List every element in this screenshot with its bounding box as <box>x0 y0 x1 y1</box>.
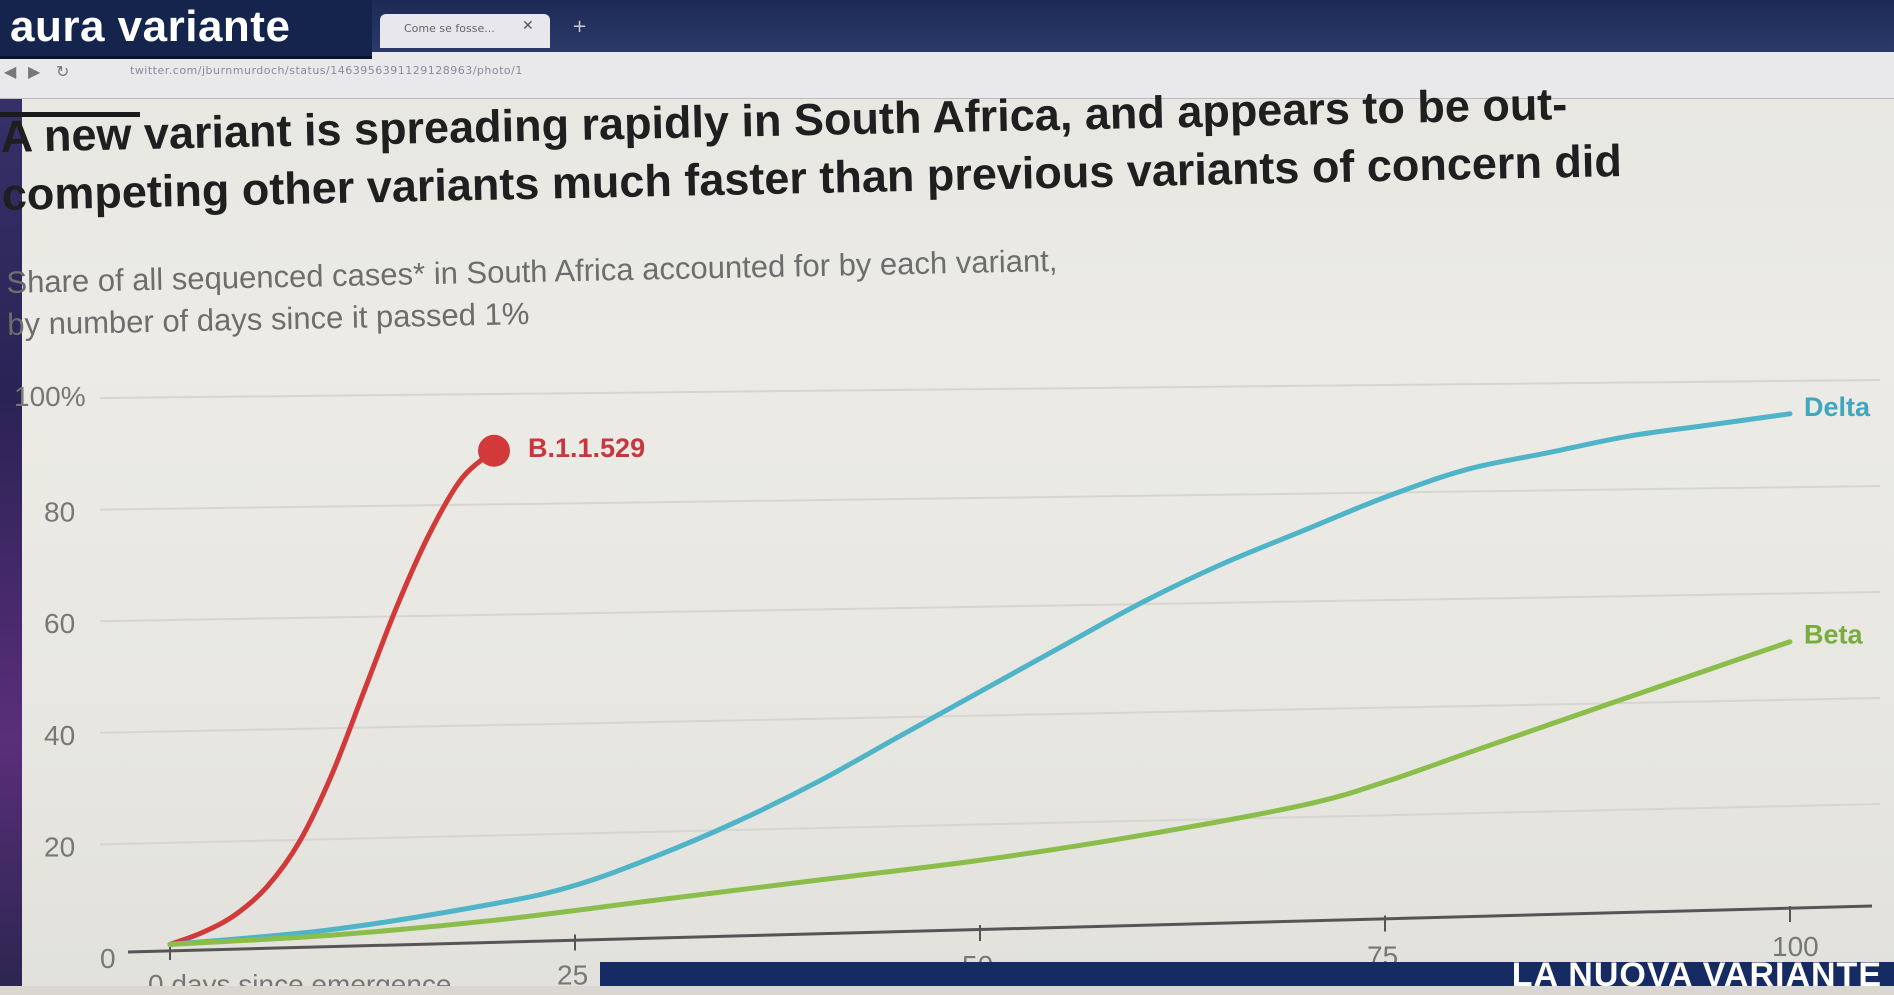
y-tick-label-0: 0 <box>100 943 116 974</box>
gridline-y-60 <box>99 591 1881 623</box>
gridline-y-80 <box>99 485 1881 511</box>
series-label-b-1-1-529: B.1.1.529 <box>528 433 645 463</box>
x-tick-label-25: 25 <box>557 960 588 987</box>
new-tab-icon[interactable]: + <box>572 16 588 37</box>
broadcast-banner: aura variante <box>0 0 372 59</box>
browser-tab-label: Come se fosse... <box>404 22 495 35</box>
back-icon[interactable]: ◀ <box>4 62 17 81</box>
x-tick-label-100: 100 <box>1772 931 1819 962</box>
y-tick-label-100: 100% <box>14 381 86 412</box>
y-tick-label-80: 80 <box>44 497 75 528</box>
banner-text: aura variante <box>10 2 291 51</box>
banner-underline <box>0 112 140 117</box>
series-line-delta <box>167 411 1793 947</box>
x-tick-label-0: 0 days since emergence <box>148 969 452 986</box>
series-end-marker-b-1-1-529 <box>478 434 510 467</box>
browser-tab-bar <box>360 0 1894 52</box>
gridline-y-20 <box>99 803 1881 846</box>
y-tick-label-20: 20 <box>44 831 75 862</box>
reload-icon[interactable]: ↻ <box>56 62 70 81</box>
tab-close-icon[interactable]: ✕ <box>522 18 534 34</box>
y-tick-label-60: 60 <box>44 608 75 639</box>
series-label-beta: Beta <box>1804 620 1864 650</box>
series-line-beta <box>167 639 1793 947</box>
gridline-y-40 <box>99 697 1881 734</box>
url-field[interactable]: twitter.com/jburnmurdoch/status/14639563… <box>130 64 523 77</box>
bottom-ticker-strip <box>600 962 1894 986</box>
gridline-y-100 <box>99 379 1881 399</box>
y-tick-label-40: 40 <box>44 720 75 751</box>
browser-tab[interactable] <box>380 14 550 48</box>
forward-icon[interactable]: ▶ <box>28 62 41 81</box>
browser-address-bar <box>0 52 1894 99</box>
x-axis-line <box>127 904 1873 954</box>
screen-background <box>22 0 1894 986</box>
bottom-ticker-text: LA NUOVA VARIANTE <box>1511 956 1882 994</box>
series-line-b-1-1-529 <box>167 448 497 947</box>
series-label-delta: Delta <box>1804 392 1871 422</box>
